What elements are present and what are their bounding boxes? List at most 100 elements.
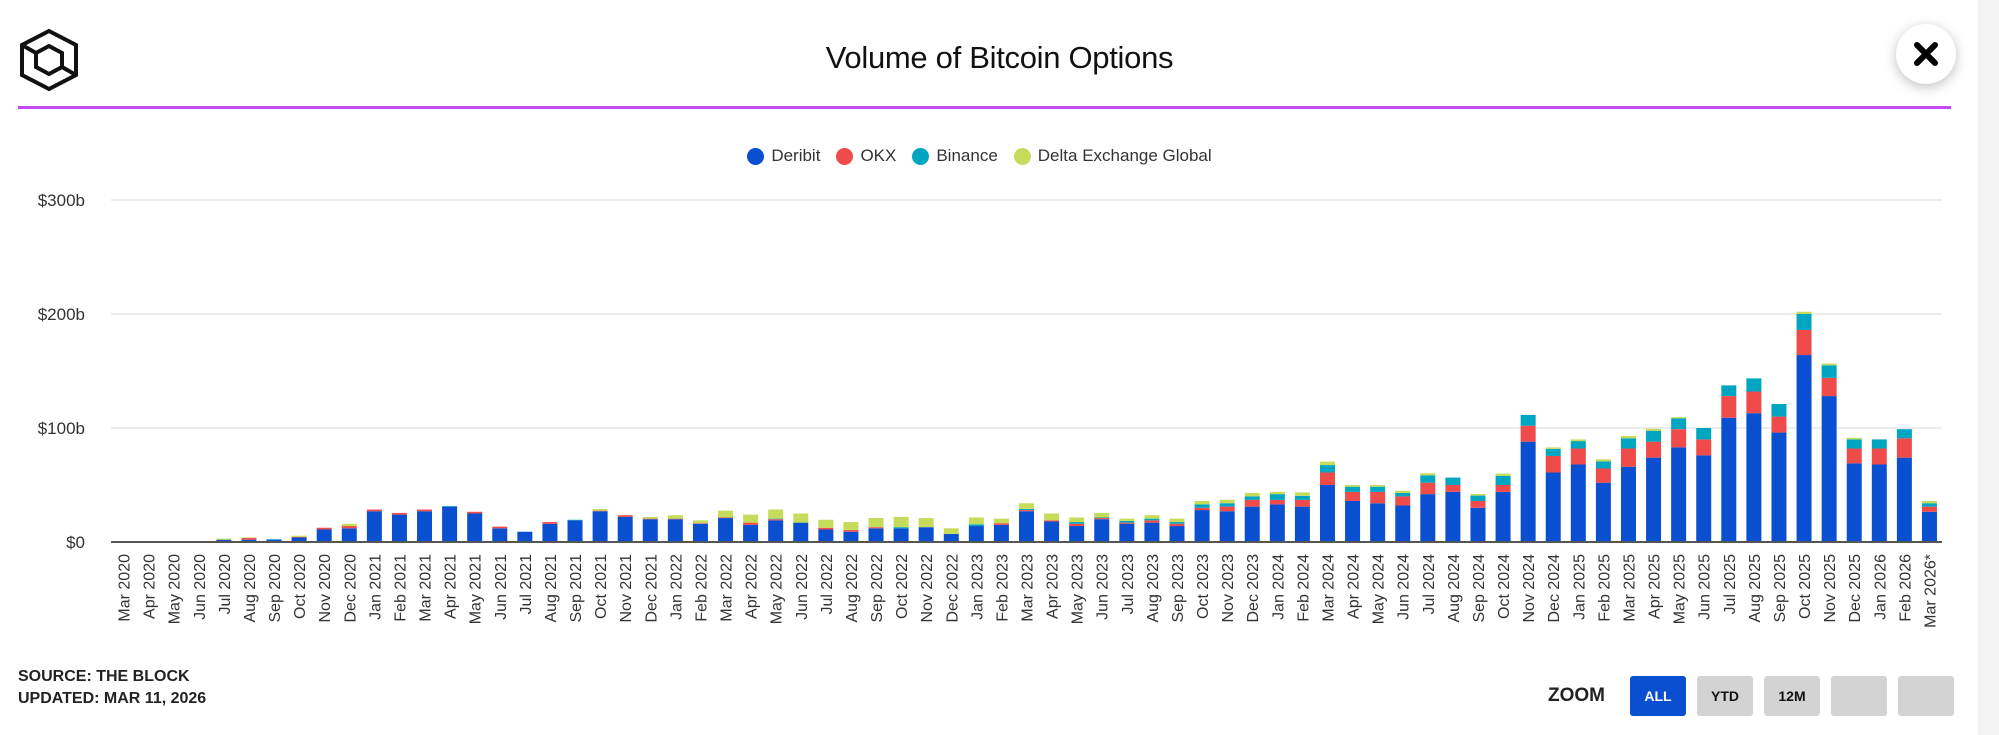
bar-segment-binance[interactable]	[768, 518, 784, 520]
zoom-all-button[interactable]: ALL	[1630, 676, 1686, 716]
legend-item-delta-exchange[interactable]: Delta Exchange Global	[1013, 146, 1212, 166]
bar-segment-delta-exchange-global[interactable]	[818, 519, 834, 528]
bar-segment-binance[interactable]	[1495, 475, 1511, 485]
bar-segment-okx[interactable]	[1069, 523, 1085, 527]
bar-segment-deribit[interactable]	[1019, 511, 1034, 542]
bar-segment-okx[interactable]	[768, 519, 784, 521]
bar-segment-deribit[interactable]	[692, 523, 708, 542]
bar-segment-okx[interactable]	[391, 512, 407, 515]
bar-segment-delta-exchange-global[interactable]	[1495, 473, 1511, 476]
legend-item-okx[interactable]: OKX	[836, 146, 896, 166]
bar-segment-delta-exchange-global[interactable]	[1846, 437, 1862, 440]
bar-segment-deribit[interactable]	[1921, 511, 1937, 542]
bar-segment-deribit[interactable]	[1319, 485, 1335, 542]
bar-segment-delta-exchange-global[interactable]	[1395, 490, 1411, 493]
bar-segment-deribit[interactable]	[1846, 463, 1862, 542]
the-block-logo[interactable]	[18, 28, 80, 92]
bar-segment-okx[interactable]	[1570, 448, 1586, 465]
bar-segment-deribit[interactable]	[1721, 417, 1737, 542]
bar-segment-deribit[interactable]	[266, 539, 282, 542]
bar-segment-deribit[interactable]	[1470, 507, 1486, 542]
bar-segment-okx[interactable]	[417, 509, 433, 512]
bar-segment-deribit[interactable]	[492, 528, 508, 542]
bar-segment-delta-exchange-global[interactable]	[1370, 485, 1386, 487]
bar-segment-delta-exchange-global[interactable]	[1144, 515, 1160, 519]
bar-segment-okx[interactable]	[1545, 455, 1561, 473]
scrollbar-track[interactable]	[1978, 0, 1999, 735]
bar-segment-delta-exchange-global[interactable]	[1545, 447, 1561, 449]
bar-segment-deribit[interactable]	[1520, 441, 1536, 542]
bar-segment-deribit[interactable]	[1345, 500, 1361, 542]
bar-segment-okx[interactable]	[366, 509, 382, 512]
bar-segment-delta-exchange-global[interactable]	[667, 515, 683, 519]
bar-segment-deribit[interactable]	[542, 523, 558, 542]
bar-segment-deribit[interactable]	[391, 514, 407, 542]
bar-segment-binance[interactable]	[1620, 438, 1636, 449]
bar-segment-okx[interactable]	[843, 530, 859, 532]
bar-segment-delta-exchange-global[interactable]	[692, 520, 708, 524]
bar-segment-okx[interactable]	[1871, 448, 1887, 465]
bar-segment-binance[interactable]	[1821, 365, 1837, 378]
bar-segment-deribit[interactable]	[467, 513, 483, 543]
bar-segment-delta-exchange-global[interactable]	[843, 522, 859, 531]
bar-segment-okx[interactable]	[1269, 499, 1285, 505]
bar-segment-okx[interactable]	[1294, 499, 1310, 507]
bar-segment-binance[interactable]	[1370, 486, 1386, 492]
bar-segment-deribit[interactable]	[1495, 491, 1511, 542]
bar-segment-okx[interactable]	[1319, 472, 1335, 485]
bar-segment-deribit[interactable]	[1545, 472, 1561, 542]
bar-segment-delta-exchange-global[interactable]	[1044, 513, 1060, 521]
bar-segment-deribit[interactable]	[1595, 482, 1611, 542]
bar-segment-delta-exchange-global[interactable]	[768, 509, 784, 519]
bar-segment-deribit[interactable]	[1219, 511, 1235, 542]
bar-segment-deribit[interactable]	[1696, 455, 1712, 542]
bar-segment-okx[interactable]	[1370, 491, 1386, 504]
bar-segment-delta-exchange-global[interactable]	[1219, 499, 1235, 504]
bar-segment-delta-exchange-global[interactable]	[1269, 491, 1285, 495]
bar-segment-deribit[interactable]	[1094, 519, 1110, 542]
bar-segment-okx[interactable]	[1846, 448, 1862, 464]
bar-segment-binance[interactable]	[1846, 439, 1862, 449]
bar-segment-binance[interactable]	[1545, 448, 1561, 456]
bar-segment-okx[interactable]	[1595, 468, 1611, 483]
bar-segment-delta-exchange-global[interactable]	[1094, 512, 1110, 518]
bar-segment-delta-exchange-global[interactable]	[793, 513, 809, 523]
bar-segment-delta-exchange-global[interactable]	[592, 508, 608, 511]
bar-segment-delta-exchange-global[interactable]	[1921, 500, 1937, 504]
bar-segment-binance[interactable]	[1896, 429, 1912, 439]
bar-segment-deribit[interactable]	[1620, 466, 1636, 542]
bar-segment-okx[interactable]	[1620, 448, 1636, 467]
zoom-ytd-button[interactable]: YTD	[1697, 676, 1753, 716]
bar-segment-delta-exchange-global[interactable]	[943, 528, 959, 535]
bar-segment-delta-exchange-global[interactable]	[1420, 473, 1436, 476]
bar-segment-deribit[interactable]	[718, 518, 734, 542]
bar-segment-binance[interactable]	[1921, 503, 1937, 507]
bar-segment-binance[interactable]	[893, 527, 909, 529]
legend-item-deribit[interactable]: Deribit	[747, 146, 820, 166]
bar-segment-okx[interactable]	[1771, 416, 1787, 433]
bar-segment-deribit[interactable]	[1896, 457, 1912, 542]
bar-segment-deribit[interactable]	[893, 528, 909, 542]
bar-segment-deribit[interactable]	[793, 522, 809, 542]
bar-segment-delta-exchange-global[interactable]	[868, 518, 884, 528]
bar-segment-binance[interactable]	[1019, 508, 1034, 511]
bar-segment-okx[interactable]	[1721, 396, 1737, 418]
bar-segment-okx[interactable]	[1219, 506, 1235, 512]
bar-segment-binance[interactable]	[1144, 518, 1160, 521]
bar-segment-deribit[interactable]	[1821, 396, 1837, 542]
bar-segment-deribit[interactable]	[1746, 413, 1762, 542]
bar-segment-binance[interactable]	[442, 506, 458, 507]
bar-segment-delta-exchange-global[interactable]	[1595, 459, 1611, 462]
bar-segment-okx[interactable]	[868, 527, 884, 529]
bar-segment-deribit[interactable]	[1069, 526, 1085, 542]
bar-segment-okx[interactable]	[617, 515, 633, 517]
bar-segment-okx[interactable]	[743, 522, 759, 525]
bar-segment-deribit[interactable]	[1796, 355, 1812, 542]
bar-segment-deribit[interactable]	[617, 516, 633, 542]
bar-segment-okx[interactable]	[718, 517, 734, 519]
bar-segment-deribit[interactable]	[1445, 491, 1461, 542]
bar-segment-deribit[interactable]	[366, 511, 382, 542]
bar-segment-okx[interactable]	[667, 518, 683, 520]
bar-segment-deribit[interactable]	[1044, 521, 1060, 542]
bar-segment-delta-exchange-global[interactable]	[1319, 461, 1335, 466]
